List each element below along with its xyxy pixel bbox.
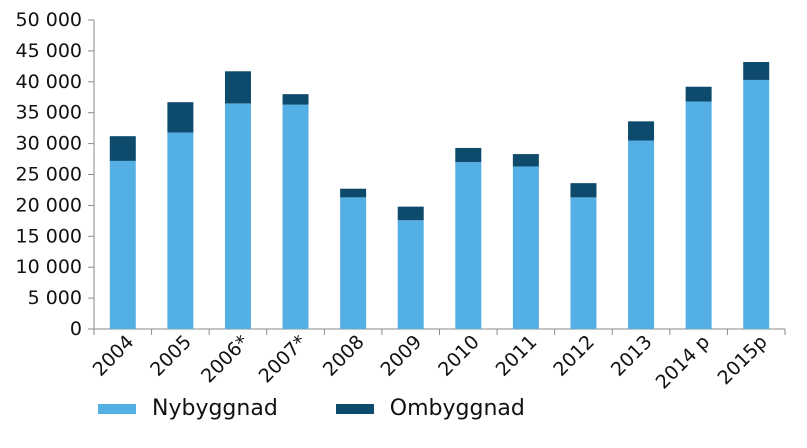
bar-nybyggnad-2012 <box>570 197 597 329</box>
bar-nybyggnad-2015p <box>743 79 770 329</box>
bar-ombyggnad-2011 <box>512 154 539 167</box>
x-tick-label: 2015p <box>713 331 771 389</box>
y-tick-label: 45 000 <box>16 40 82 62</box>
bar-ombyggnad-2014p <box>685 86 712 102</box>
x-tick-label: 2011 <box>492 331 542 381</box>
y-tick-label: 35 000 <box>16 102 82 124</box>
bar-ombyggnad-2013 <box>628 121 655 141</box>
y-tick-label: 5 000 <box>28 287 82 309</box>
bar-nybyggnad-2005 <box>167 132 194 329</box>
bar-nybyggnad-2009 <box>397 220 424 329</box>
bar-ombyggnad-2015p <box>743 62 770 80</box>
bar-nybyggnad-2011 <box>512 166 539 329</box>
y-tick-label: 0 <box>70 318 82 340</box>
bar-nybyggnad-2008 <box>340 197 367 329</box>
bar-nybyggnad-2006 <box>224 103 251 330</box>
bar-ombyggnad-2012 <box>570 183 597 198</box>
bar-nybyggnad-2007 <box>282 104 309 329</box>
x-tick-label: 2012 <box>549 331 599 381</box>
legend-item-nybyggnad: Nybyggnad <box>98 396 278 421</box>
legend-label-nybyggnad: Nybyggnad <box>152 396 278 421</box>
bar-ombyggnad-2009 <box>397 206 424 221</box>
x-tick-label: 2005 <box>146 331 196 381</box>
bar-nybyggnad-2010 <box>455 162 482 329</box>
bar-ombyggnad-2008 <box>340 188 367 198</box>
x-tick-label: 2007* <box>255 331 311 387</box>
bar-nybyggnad-2013 <box>628 140 655 329</box>
y-tick-label: 25 000 <box>16 164 82 186</box>
legend: Nybyggnad Ombyggnad <box>98 396 583 421</box>
legend-swatch-nybyggnad <box>98 403 136 414</box>
y-tick-label: 50 000 <box>16 9 82 31</box>
x-tick-label: 2010 <box>434 331 484 381</box>
bar-ombyggnad-2010 <box>455 147 482 163</box>
bar-ombyggnad-2006 <box>224 71 251 104</box>
bar-nybyggnad-2004 <box>109 160 136 329</box>
bar-ombyggnad-2007 <box>282 94 309 105</box>
x-tick-label: 2006* <box>197 331 253 387</box>
bar-nybyggnad-2014p <box>685 101 712 330</box>
x-tick-label: 2009 <box>376 331 426 381</box>
y-tick-label: 20 000 <box>16 194 82 216</box>
x-tick-label: 2014 p <box>652 331 715 394</box>
y-tick-label: 10 000 <box>16 256 82 278</box>
legend-label-ombyggnad: Ombyggnad <box>389 396 525 421</box>
x-tick-label: 2008 <box>319 331 369 381</box>
x-tick-label: 2004 <box>89 331 139 381</box>
y-tick-label: 15 000 <box>16 225 82 247</box>
y-tick-label: 30 000 <box>16 133 82 155</box>
bar-ombyggnad-2004 <box>109 136 136 161</box>
bar-ombyggnad-2005 <box>167 102 194 133</box>
legend-item-ombyggnad: Ombyggnad <box>335 396 525 421</box>
y-tick-label: 40 000 <box>16 71 82 93</box>
x-tick-label: 2013 <box>607 331 657 381</box>
legend-swatch-ombyggnad <box>335 403 374 414</box>
